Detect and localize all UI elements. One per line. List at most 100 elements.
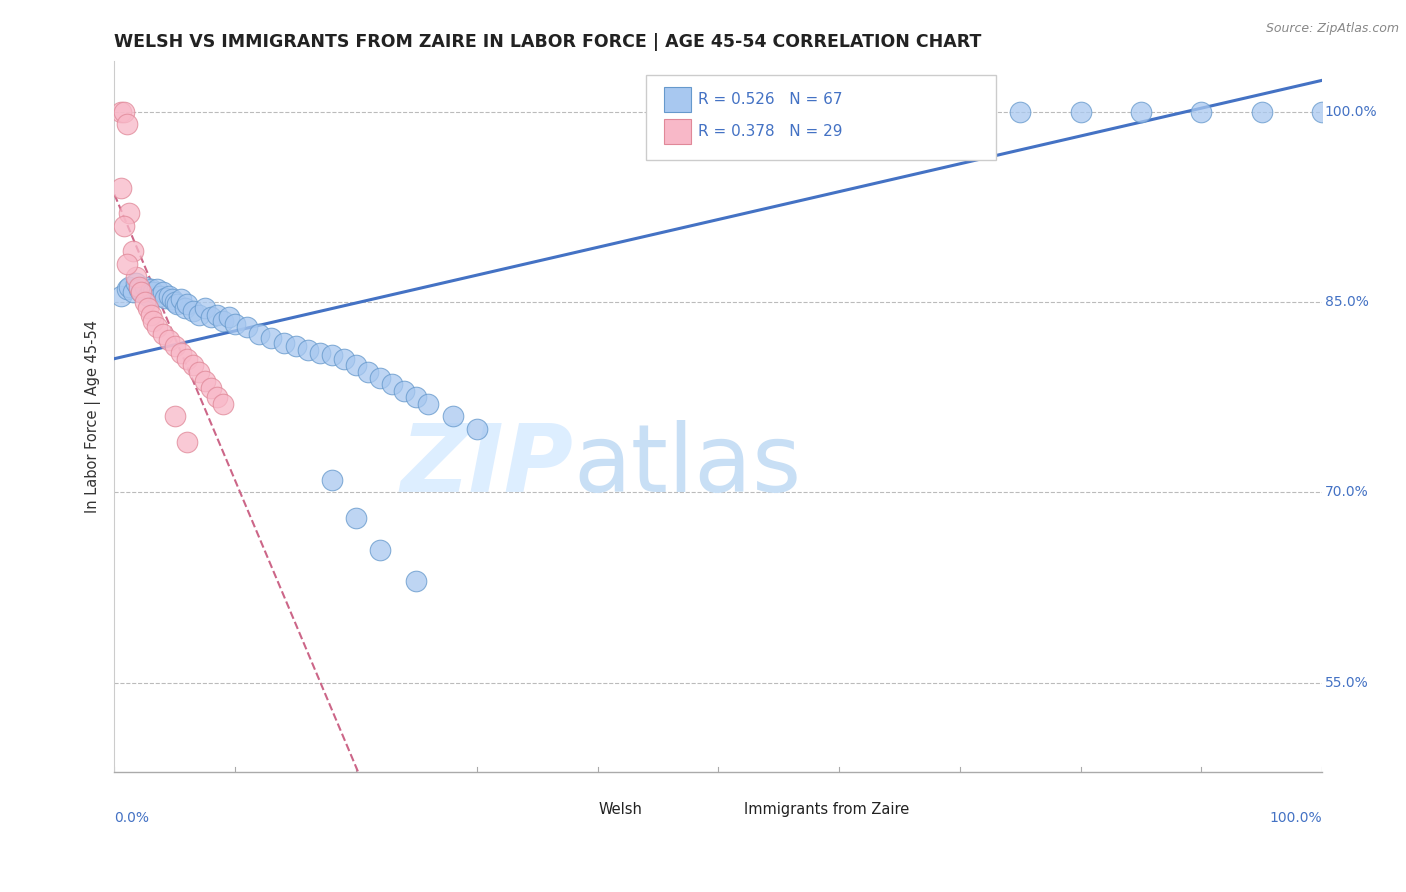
Point [112, 104, 135, 119]
Bar [568, 798, 593, 820]
Point [157, 288, 180, 302]
Point [828, 104, 851, 119]
Point [200, 381, 222, 395]
Point [129, 285, 152, 299]
Point [405, 390, 427, 404]
Point [205, 390, 228, 404]
Point [707, 104, 730, 119]
Text: 0.0%: 0.0% [114, 811, 149, 825]
Point [368, 371, 391, 385]
Point [163, 409, 186, 424]
Point [321, 473, 343, 487]
Point [200, 310, 222, 325]
Point [1070, 104, 1092, 119]
Point [139, 282, 162, 296]
Point [218, 310, 240, 325]
Point [136, 288, 159, 302]
Point [321, 348, 343, 362]
Text: 55.0%: 55.0% [1324, 676, 1368, 690]
Point [125, 276, 148, 290]
Point [394, 384, 416, 398]
Point [768, 104, 790, 119]
Point [145, 320, 167, 334]
Point [212, 396, 235, 410]
Point [176, 297, 198, 311]
Point [129, 285, 152, 299]
Text: ZIP: ZIP [401, 420, 574, 512]
Point [381, 377, 404, 392]
Point [118, 206, 141, 220]
Point [149, 288, 172, 302]
Point [205, 308, 228, 322]
Point [344, 510, 367, 524]
Point [357, 365, 380, 379]
Text: 100.0%: 100.0% [1270, 811, 1322, 825]
Point [134, 295, 156, 310]
Point [115, 117, 138, 131]
Point [121, 285, 143, 299]
Point [1310, 104, 1333, 119]
Point [181, 303, 204, 318]
Point [170, 345, 193, 359]
Point [804, 104, 827, 119]
Point [368, 542, 391, 557]
Point [212, 314, 235, 328]
Point [1189, 104, 1212, 119]
Point [176, 434, 198, 449]
Point [249, 326, 271, 341]
Text: WELSH VS IMMIGRANTS FROM ZAIRE IN LABOR FORCE | AGE 45-54 CORRELATION CHART: WELSH VS IMMIGRANTS FROM ZAIRE IN LABOR … [114, 33, 981, 51]
Text: 100.0%: 100.0% [1324, 104, 1376, 119]
Point [128, 282, 150, 296]
Point [121, 244, 143, 259]
Point [170, 293, 193, 307]
Text: 70.0%: 70.0% [1324, 485, 1368, 500]
Point [128, 279, 150, 293]
Text: Source: ZipAtlas.com: Source: ZipAtlas.com [1265, 22, 1399, 36]
Point [118, 279, 141, 293]
Text: R = 0.526   N = 67: R = 0.526 N = 67 [697, 93, 842, 107]
Text: atlas: atlas [574, 420, 801, 512]
Point [115, 282, 138, 296]
Point [142, 314, 165, 328]
Point [152, 285, 174, 299]
Text: R = 0.378   N = 29: R = 0.378 N = 29 [697, 124, 842, 139]
Point [166, 297, 188, 311]
Bar [664, 87, 690, 112]
Bar [664, 119, 690, 144]
Point [181, 359, 204, 373]
Point [112, 219, 135, 233]
Point [284, 339, 307, 353]
Point [173, 301, 195, 316]
Point [260, 330, 283, 344]
FancyBboxPatch shape [645, 75, 995, 161]
Point [889, 104, 911, 119]
Point [405, 574, 427, 589]
Point [465, 422, 488, 436]
Point [157, 333, 180, 347]
Point [194, 301, 217, 316]
Point [163, 295, 186, 310]
Point [297, 343, 319, 358]
Point [142, 285, 165, 299]
Point [194, 374, 217, 388]
Point [125, 269, 148, 284]
Point [155, 291, 177, 305]
Text: Immigrants from Zaire: Immigrants from Zaire [744, 802, 908, 817]
Point [136, 301, 159, 316]
Point [188, 365, 211, 379]
Point [924, 104, 946, 119]
Point [110, 288, 132, 302]
Point [1130, 104, 1153, 119]
Point [163, 339, 186, 353]
Point [152, 326, 174, 341]
Point [441, 409, 464, 424]
Point [188, 308, 211, 322]
Point [134, 279, 156, 293]
Point [731, 104, 754, 119]
Point [176, 352, 198, 367]
Point [973, 104, 995, 119]
Point [162, 293, 184, 307]
Point [110, 104, 132, 119]
Point [1010, 104, 1032, 119]
Point [139, 308, 162, 322]
